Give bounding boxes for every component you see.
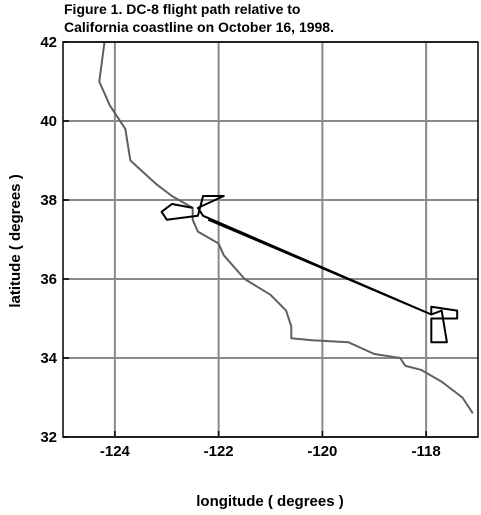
y-tick-label: 36 xyxy=(40,271,57,288)
chart-title: Figure 1. DC-8 flight path relative to xyxy=(64,1,300,17)
chart-title: California coastline on October 16, 1998… xyxy=(64,19,334,35)
y-tick-label: 32 xyxy=(40,429,57,446)
data-line xyxy=(98,41,474,414)
x-tick-label: -120 xyxy=(307,443,337,460)
y-tick-label: 38 xyxy=(40,192,57,209)
y-tick-label: 34 xyxy=(40,350,57,367)
x-axis-label: longitude ( degrees ) xyxy=(196,493,344,510)
y-tick-label: 40 xyxy=(40,113,57,130)
y-tick-label: 42 xyxy=(40,34,57,51)
x-tick-label: -122 xyxy=(204,443,234,460)
plot-frame xyxy=(62,41,479,438)
y-axis-label: latitude ( degrees ) xyxy=(7,174,24,307)
data-line xyxy=(160,195,459,344)
x-tick-label: -124 xyxy=(100,443,131,460)
x-tick-label: -118 xyxy=(412,443,441,460)
